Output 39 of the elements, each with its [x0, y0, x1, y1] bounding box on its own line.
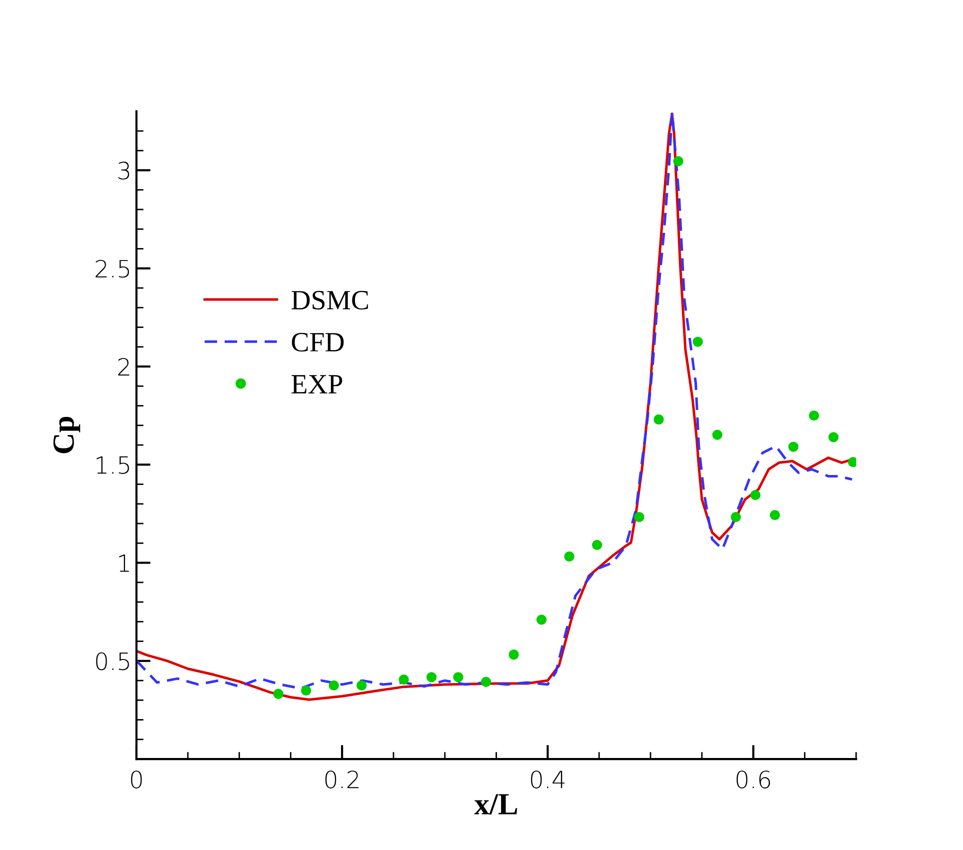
point	[770, 510, 780, 520]
point	[508, 650, 519, 660]
point	[592, 540, 602, 550]
point	[398, 674, 409, 685]
point	[301, 685, 312, 696]
point	[480, 676, 492, 687]
x-tick-label: 0.6	[736, 770, 770, 788]
point	[654, 414, 664, 425]
legend-label: DSMC	[292, 290, 368, 310]
point	[808, 410, 820, 421]
x-tick-label: 0	[131, 770, 142, 788]
point	[356, 680, 367, 691]
point	[564, 551, 574, 562]
point	[750, 490, 760, 500]
point	[848, 457, 856, 468]
point	[692, 336, 703, 347]
point	[673, 156, 684, 166]
point	[426, 672, 437, 682]
point	[536, 614, 547, 625]
x-axis-title: x/L	[474, 794, 518, 815]
point	[273, 688, 284, 699]
y-tick-label: 3	[118, 162, 130, 180]
y-tick-label: 2	[118, 358, 130, 376]
y-tick-label: 1	[119, 554, 129, 572]
point	[634, 512, 644, 522]
point	[453, 672, 464, 682]
x-tick-label: 0.4	[531, 770, 565, 788]
x-tick-label: 0.2	[325, 770, 358, 788]
point	[328, 680, 339, 691]
y-tick-label: 0.5	[96, 652, 129, 670]
legend-label: CFD	[292, 332, 344, 352]
y-tick-label: 2.5	[96, 260, 129, 278]
y-axis-title: Cp	[53, 416, 80, 454]
legend-label: EXP	[292, 375, 342, 394]
point	[730, 512, 741, 522]
point	[828, 432, 839, 442]
y-tick-label: 1.5	[96, 456, 129, 474]
point	[788, 442, 798, 452]
point	[712, 430, 722, 440]
